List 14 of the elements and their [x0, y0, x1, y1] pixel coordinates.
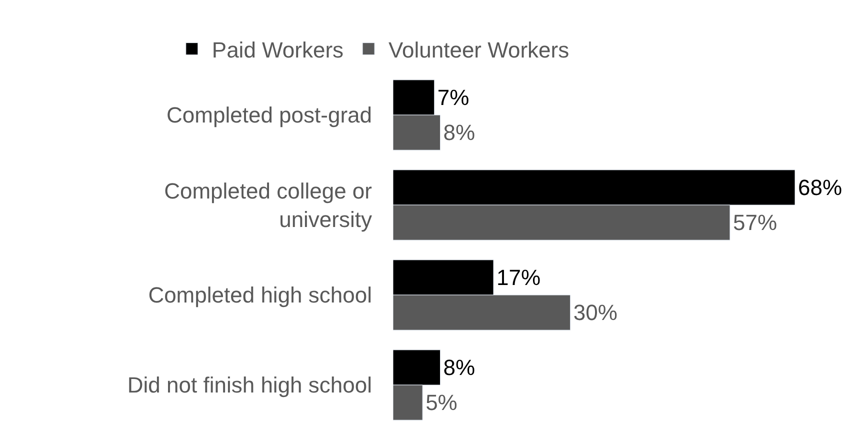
y-tick-label: Completed college or university: [164, 178, 372, 232]
y-tick-label: Completed high school: [148, 282, 372, 308]
data-label: 7%: [437, 84, 470, 110]
y-tick-label: Completed post-grad: [166, 102, 372, 128]
data-label: 17%: [496, 264, 541, 290]
data-label: 30%: [573, 300, 618, 326]
data-label: 8%: [443, 120, 476, 146]
legend-label: Paid Workers: [212, 37, 344, 62]
data-label: 5%: [426, 390, 458, 416]
data-label: 8%: [443, 354, 476, 380]
legend-label: Volunteer Workers: [388, 37, 570, 62]
data-label: 68%: [798, 174, 842, 200]
data-label: 57%: [732, 210, 778, 236]
y-tick-label: Did not finish high school: [127, 372, 372, 398]
